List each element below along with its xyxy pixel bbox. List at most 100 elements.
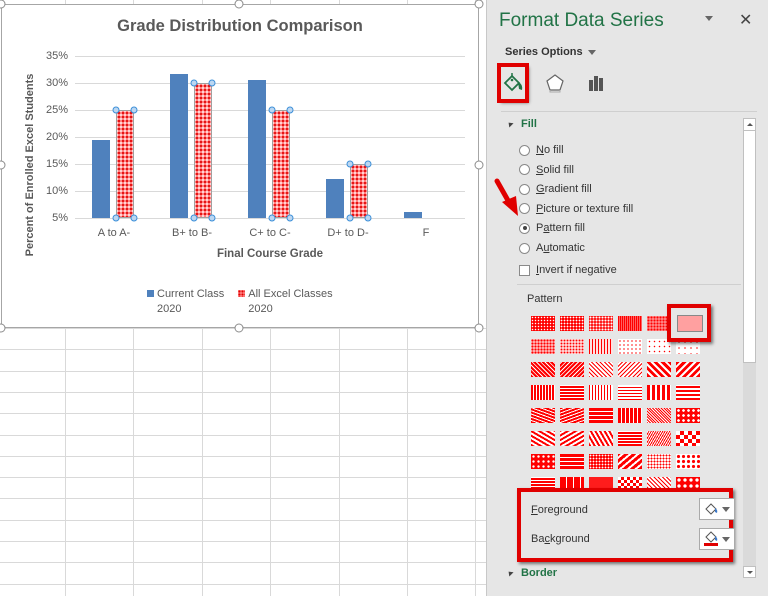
bar-current-class[interactable] — [248, 80, 266, 218]
fill-section-header[interactable]: Fill — [506, 118, 537, 130]
y-axis-title[interactable]: Percent of Enrolled Excel Students — [24, 73, 36, 257]
pattern-swatch-selected[interactable] — [677, 315, 703, 332]
legend-item-current-class[interactable]: Current Class 2020 — [147, 287, 224, 317]
bar-current-class[interactable] — [326, 179, 344, 218]
pattern-swatch[interactable] — [618, 385, 642, 400]
pattern-swatch[interactable] — [560, 408, 584, 423]
pattern-swatch[interactable] — [589, 431, 613, 446]
chart-title[interactable]: Grade Distribution Comparison — [117, 17, 363, 35]
bar-all-excel-classes[interactable] — [350, 164, 368, 218]
pattern-swatch[interactable] — [531, 362, 555, 377]
selection-handle[interactable] — [130, 106, 138, 114]
pattern-swatch[interactable] — [589, 454, 613, 469]
pane-options-dropdown-icon[interactable] — [705, 16, 713, 21]
bar-all-excel-classes[interactable] — [194, 83, 212, 218]
fill-option-radio[interactable]: Picture or texture fill — [519, 203, 633, 215]
close-pane-button[interactable]: ✕ — [739, 12, 753, 29]
pattern-swatch[interactable] — [618, 408, 642, 423]
pattern-swatch[interactable] — [676, 362, 700, 377]
fill-option-radio[interactable]: No fill — [519, 144, 564, 156]
pattern-swatch[interactable] — [618, 454, 642, 469]
pattern-swatch[interactable] — [560, 339, 584, 354]
scroll-up-button[interactable] — [743, 118, 756, 131]
pattern-swatch[interactable] — [531, 339, 555, 354]
pattern-swatch[interactable] — [676, 408, 700, 423]
border-section-header[interactable]: Border — [506, 567, 557, 579]
resize-handle-top[interactable] — [234, 0, 244, 9]
pattern-swatch[interactable] — [560, 385, 584, 400]
legend-item-all-excel-classes[interactable]: All Excel Classes 2020 — [238, 287, 333, 317]
fill-option-radio[interactable]: Automatic — [519, 242, 585, 254]
pattern-swatch[interactable] — [589, 316, 613, 331]
selection-handle[interactable] — [364, 214, 372, 222]
selection-handle[interactable] — [208, 79, 216, 87]
radio-button[interactable] — [519, 222, 530, 234]
pattern-swatch[interactable] — [531, 408, 555, 423]
selection-handle[interactable] — [268, 214, 276, 222]
radio-button[interactable] — [519, 164, 530, 176]
pattern-swatch[interactable] — [531, 454, 555, 469]
pattern-swatch[interactable] — [647, 362, 671, 377]
scroll-down-button[interactable] — [743, 566, 756, 578]
pattern-swatch[interactable] — [676, 339, 700, 354]
background-color-button[interactable] — [699, 528, 735, 550]
foreground-color-button[interactable] — [699, 498, 735, 520]
tab-effects[interactable] — [541, 65, 569, 101]
pattern-swatch[interactable] — [560, 316, 584, 331]
bar-all-excel-classes[interactable] — [272, 110, 290, 218]
selection-handle[interactable] — [346, 160, 354, 168]
scrollbar-thumb[interactable] — [743, 118, 756, 363]
resize-handle-top-right[interactable] — [474, 0, 484, 9]
selection-handle[interactable] — [112, 214, 120, 222]
resize-handle-top-left[interactable] — [0, 0, 6, 9]
tab-series-options[interactable] — [583, 65, 611, 101]
fill-option-radio[interactable]: Solid fill — [519, 164, 574, 176]
pattern-swatch[interactable] — [676, 431, 700, 446]
fill-option-radio[interactable]: Gradient fill — [519, 183, 592, 195]
pattern-swatch[interactable] — [589, 408, 613, 423]
pattern-swatch[interactable] — [618, 431, 642, 446]
pattern-swatch[interactable] — [531, 316, 555, 331]
x-axis-title[interactable]: Final Course Grade — [216, 248, 324, 260]
selection-handle[interactable] — [190, 214, 198, 222]
selected-pattern-highlight[interactable] — [667, 304, 711, 342]
bar-all-excel-classes[interactable] — [116, 110, 134, 218]
pattern-swatch[interactable] — [618, 316, 642, 331]
pattern-swatch[interactable] — [618, 339, 642, 354]
selection-handle[interactable] — [208, 214, 216, 222]
pane-scrollbar[interactable] — [743, 118, 756, 578]
resize-handle-bottom[interactable] — [234, 323, 244, 333]
pattern-swatch[interactable] — [647, 408, 671, 423]
selection-handle[interactable] — [286, 106, 294, 114]
pattern-swatch[interactable] — [589, 362, 613, 377]
pattern-swatch[interactable] — [647, 316, 671, 331]
pattern-swatch[interactable] — [676, 454, 700, 469]
pattern-swatch[interactable] — [676, 385, 700, 400]
pattern-swatch[interactable] — [531, 385, 555, 400]
resize-handle-left[interactable] — [0, 160, 6, 170]
resize-handle-bottom-left[interactable] — [0, 323, 6, 333]
selection-handle[interactable] — [190, 79, 198, 87]
pattern-swatch[interactable] — [531, 431, 555, 446]
resize-handle-right[interactable] — [474, 160, 484, 170]
bar-current-class[interactable] — [92, 139, 110, 218]
radio-button[interactable] — [519, 144, 530, 156]
resize-handle-bottom-right[interactable] — [474, 323, 484, 333]
selection-handle[interactable] — [364, 160, 372, 168]
bar-current-class[interactable] — [170, 73, 188, 218]
pattern-swatch[interactable] — [647, 385, 671, 400]
radio-button[interactable] — [519, 183, 530, 195]
tab-fill-line[interactable] — [497, 63, 529, 103]
chart-legend[interactable]: Current Class 2020 All Excel Classes 2020 — [147, 287, 333, 317]
pattern-swatch[interactable] — [589, 339, 613, 354]
selection-handle[interactable] — [268, 106, 276, 114]
bar-current-class[interactable] — [404, 212, 422, 218]
pattern-swatch[interactable] — [647, 454, 671, 469]
radio-button[interactable] — [519, 203, 530, 215]
selection-handle[interactable] — [286, 214, 294, 222]
pattern-swatch[interactable] — [560, 454, 584, 469]
pattern-swatch[interactable] — [560, 362, 584, 377]
selection-handle[interactable] — [112, 106, 120, 114]
pattern-swatch[interactable] — [560, 431, 584, 446]
fill-option-radio[interactable]: Pattern fill — [519, 222, 585, 234]
